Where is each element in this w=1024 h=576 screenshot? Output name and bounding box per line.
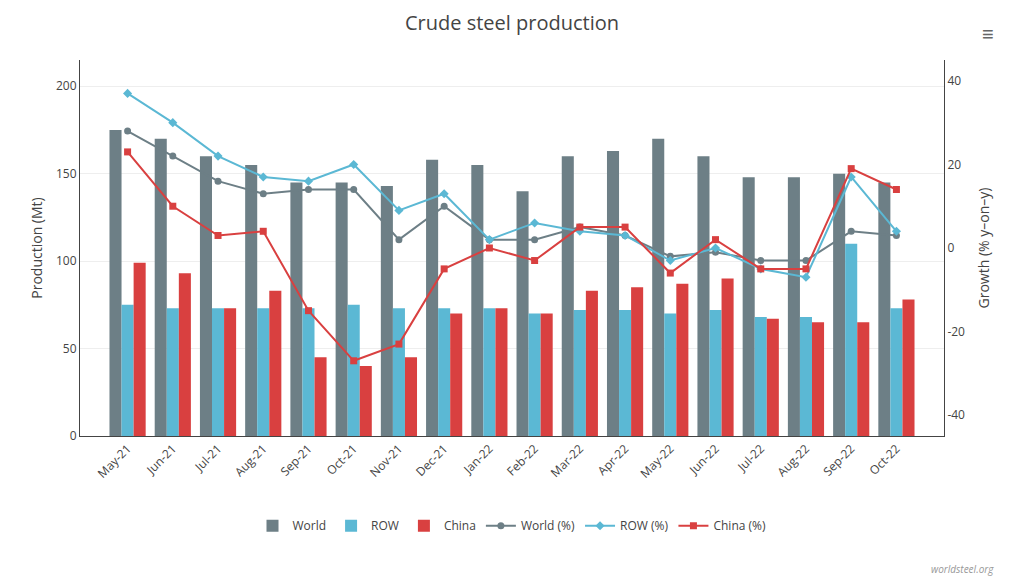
svg-text:100: 100 <box>56 252 77 269</box>
svg-text:ROW: ROW <box>371 517 399 534</box>
svg-text:worldsteel.org: worldsteel.org <box>931 562 994 576</box>
svg-text:ROW (%): ROW (%) <box>620 517 668 534</box>
svg-text:China: China <box>444 517 476 534</box>
svg-text:≡: ≡ <box>982 20 994 47</box>
svg-text:Mar-22: Mar-22 <box>547 440 587 480</box>
svg-text:20: 20 <box>947 156 961 173</box>
svg-text:Aug-22: Aug-22 <box>773 440 813 480</box>
svg-text:Jan-22: Jan-22 <box>459 440 496 477</box>
svg-text:Crude steel production: Crude steel production <box>405 9 619 36</box>
svg-text:-20: -20 <box>947 323 965 340</box>
svg-text:China (%): China (%) <box>713 517 766 534</box>
svg-text:0: 0 <box>70 427 77 444</box>
svg-text:Apr-22: Apr-22 <box>594 440 633 479</box>
svg-text:200: 200 <box>56 77 77 94</box>
svg-text:Sep-21: Sep-21 <box>276 440 315 479</box>
svg-text:Aug-21: Aug-21 <box>231 440 271 480</box>
svg-text:Growth (% y–on–y): Growth (% y–on–y) <box>974 188 993 309</box>
svg-text:Oct-21: Oct-21 <box>323 440 361 478</box>
svg-text:Sep-22: Sep-22 <box>819 440 858 479</box>
svg-text:40: 40 <box>947 72 961 89</box>
svg-text:World: World <box>293 517 327 534</box>
svg-text:May-21: May-21 <box>94 440 135 481</box>
svg-text:Jun-21: Jun-21 <box>142 440 180 478</box>
svg-text:Production (Mt): Production (Mt) <box>27 197 46 298</box>
svg-text:50: 50 <box>63 340 77 357</box>
svg-text:Feb-22: Feb-22 <box>503 440 542 479</box>
svg-text:Jul-22: Jul-22 <box>733 440 768 475</box>
svg-text:Jun-22: Jun-22 <box>685 440 723 478</box>
svg-text:World (%): World (%) <box>521 517 575 534</box>
svg-text:May-22: May-22 <box>636 440 677 481</box>
svg-text:Dec-21: Dec-21 <box>412 440 451 479</box>
svg-text:Oct-22: Oct-22 <box>865 440 903 478</box>
svg-text:Nov-21: Nov-21 <box>366 440 406 480</box>
svg-text:-40: -40 <box>947 406 965 423</box>
svg-text:150: 150 <box>56 165 77 182</box>
svg-text:Jul-21: Jul-21 <box>190 440 225 475</box>
svg-text:0: 0 <box>947 239 954 256</box>
